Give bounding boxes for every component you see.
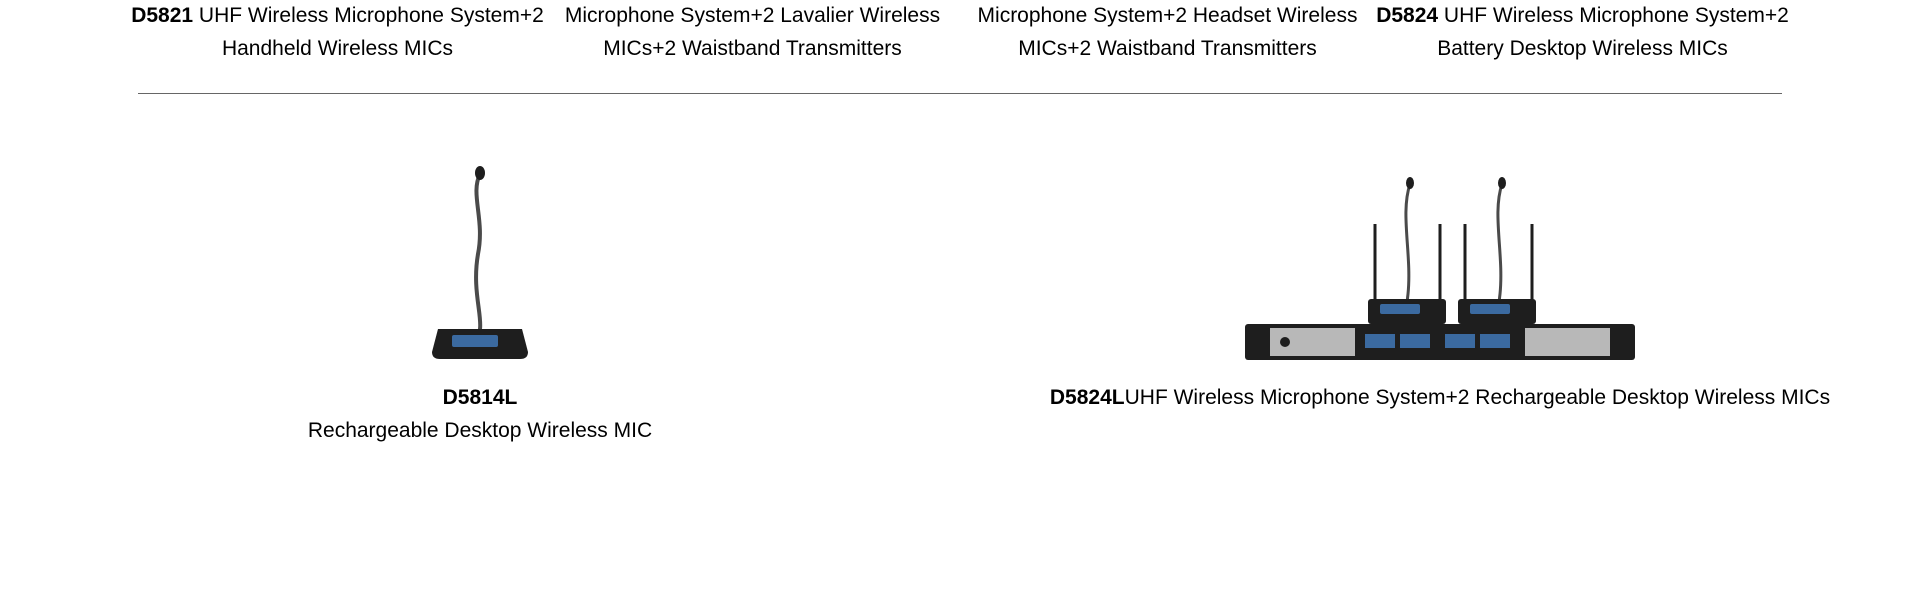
product-desc: Rechargeable Desktop Wireless MIC	[0, 415, 960, 448]
product-item: D5824 UHF Wireless Microphone System+2 B…	[1375, 0, 1790, 65]
product-model: D5824L	[1050, 386, 1125, 409]
product-item: Microphone System+2 Lavalier Wireless MI…	[545, 0, 960, 65]
gooseneck-mic-icon	[410, 164, 550, 364]
product-desc: UHF Wireless Microphone System+2 Battery…	[1437, 4, 1789, 60]
product-desc: Microphone System+2 Lavalier Wireless MI…	[565, 4, 940, 60]
product-image	[0, 149, 960, 364]
product-model: D5814L	[443, 386, 518, 409]
product-title: D5814L	[0, 382, 960, 415]
product-model: D5824	[1376, 4, 1438, 27]
product-model: D5821	[131, 4, 193, 27]
product-item: D5814L Rechargeable Desktop Wireless MIC	[0, 149, 960, 447]
product-item: Microphone System+2 Headset Wireless MIC…	[960, 0, 1375, 65]
product-item: D5824LUHF Wireless Microphone System+2 R…	[960, 149, 1920, 447]
rack-system-icon	[1240, 174, 1640, 364]
product-desc: UHF Wireless Microphone System+2 Recharg…	[1125, 386, 1830, 409]
upper-product-row: D5821 UHF Wireless Microphone System+2 H…	[0, 0, 1920, 93]
product-desc: Microphone System+2 Headset Wireless MIC…	[978, 4, 1358, 60]
product-image	[960, 149, 1920, 364]
product-item: D5821 UHF Wireless Microphone System+2 H…	[130, 0, 545, 65]
product-title: D5824LUHF Wireless Microphone System+2 R…	[960, 382, 1920, 415]
lower-product-row: D5814L Rechargeable Desktop Wireless MIC	[0, 94, 1920, 447]
product-desc: UHF Wireless Microphone System+2 Handhel…	[193, 4, 544, 60]
